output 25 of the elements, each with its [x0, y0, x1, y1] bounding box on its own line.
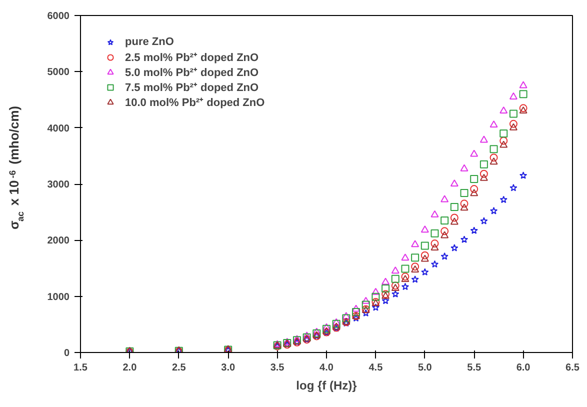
x-tick-label: 3.5: [270, 362, 285, 374]
y-axis-title: σac x 10-6 (mho/cm): [6, 106, 26, 230]
x-tick-label: 4.5: [368, 362, 384, 374]
y-tick-label: 2000: [47, 236, 70, 247]
y-tick-label: 1000: [47, 292, 70, 303]
y-tick-label: 6000: [47, 11, 70, 22]
y-tick-label: 4000: [47, 123, 70, 134]
x-tick-label: 2.0: [122, 362, 138, 374]
x-tick-label: 6.0: [516, 362, 531, 374]
y-tick-label: 0: [64, 348, 70, 359]
legend-label: 5.0 mol% Pb²⁺ doped ZnO: [125, 66, 259, 79]
legend-label: pure ZnO: [125, 35, 174, 49]
x-tick-label: 3.0: [221, 362, 236, 374]
x-tick-label: 4.0: [320, 362, 334, 374]
x-tick-label: 2.5: [172, 362, 186, 374]
legend-label: 10.0 mol% Pb²⁺ doped ZnO: [125, 96, 265, 109]
x-tick-label: 1.5: [74, 362, 88, 374]
x-tick-label: 6.5: [566, 362, 580, 374]
y-tick-label: 5000: [47, 67, 70, 78]
x-tick-label: 5.5: [467, 362, 482, 374]
legend-label: 7.5 mol% Pb²⁺ doped ZnO: [125, 81, 259, 94]
x-axis-title: log {f (Hz)}: [296, 378, 358, 392]
x-tick-label: 5.0: [418, 362, 432, 374]
legend-label: 2.5 mol% Pb²⁺ doped ZnO: [125, 51, 259, 64]
y-tick-label: 3000: [47, 180, 70, 190]
